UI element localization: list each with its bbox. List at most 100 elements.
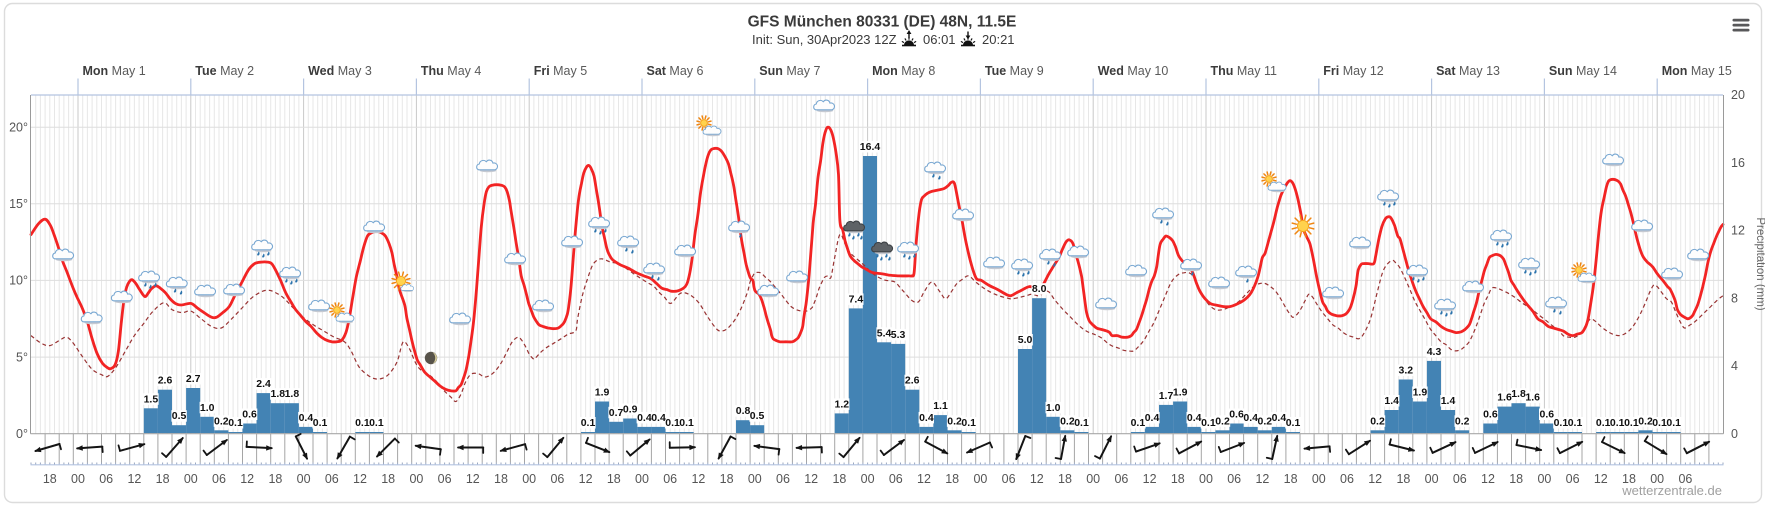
- svg-text:06:01: 06:01: [923, 32, 956, 47]
- svg-text:0.1: 0.1: [1131, 417, 1146, 429]
- svg-text:8.0: 8.0: [1032, 283, 1047, 295]
- svg-text:06: 06: [1114, 472, 1128, 486]
- svg-text:06: 06: [776, 472, 790, 486]
- svg-text:18: 18: [494, 472, 508, 486]
- svg-text:0.1: 0.1: [1624, 417, 1639, 429]
- svg-text:18: 18: [156, 472, 170, 486]
- svg-text:0°: 0°: [16, 427, 28, 441]
- svg-text:1.4: 1.4: [1441, 395, 1456, 407]
- svg-text:Fri May 12: Fri May 12: [1323, 64, 1383, 78]
- svg-text:0.4: 0.4: [1272, 412, 1287, 424]
- svg-text:18: 18: [607, 472, 621, 486]
- svg-text:0.2: 0.2: [1215, 415, 1230, 427]
- svg-text:Sun May 7: Sun May 7: [759, 64, 820, 78]
- svg-text:00: 00: [409, 472, 423, 486]
- svg-text:00: 00: [71, 472, 85, 486]
- svg-text:18: 18: [1284, 472, 1298, 486]
- svg-text:12: 12: [1255, 472, 1269, 486]
- svg-text:5.3: 5.3: [891, 329, 906, 341]
- svg-text:00: 00: [1086, 472, 1100, 486]
- svg-text:0.7: 0.7: [609, 407, 624, 419]
- svg-text:Sun May 14: Sun May 14: [1549, 64, 1617, 78]
- svg-text:1.6: 1.6: [1497, 392, 1512, 404]
- svg-text:5.4: 5.4: [877, 327, 892, 339]
- svg-text:1.0: 1.0: [200, 402, 215, 414]
- svg-text:0.8: 0.8: [736, 405, 751, 417]
- svg-text:0.4: 0.4: [651, 412, 666, 424]
- svg-text:0.6: 0.6: [242, 409, 257, 421]
- svg-text:Fri May 5: Fri May 5: [534, 64, 588, 78]
- svg-text:0.6: 0.6: [1229, 409, 1244, 421]
- svg-text:0.1: 0.1: [1554, 417, 1569, 429]
- svg-text:0.4: 0.4: [637, 412, 652, 424]
- svg-text:18: 18: [1171, 472, 1185, 486]
- svg-text:06: 06: [550, 472, 564, 486]
- svg-text:0.5: 0.5: [750, 410, 765, 422]
- svg-text:15°: 15°: [9, 197, 28, 211]
- svg-text:12: 12: [1368, 472, 1382, 486]
- svg-text:0.6: 0.6: [1483, 409, 1498, 421]
- svg-text:06: 06: [1340, 472, 1354, 486]
- svg-text:7.4: 7.4: [849, 293, 864, 305]
- svg-text:1.0: 1.0: [1046, 402, 1061, 414]
- svg-text:00: 00: [861, 472, 875, 486]
- svg-text:0.1: 0.1: [1596, 417, 1611, 429]
- svg-text:5°: 5°: [16, 350, 28, 364]
- svg-text:0.1: 0.1: [1074, 417, 1089, 429]
- svg-text:Mon May 1: Mon May 1: [83, 64, 146, 78]
- svg-text:0.1: 0.1: [369, 417, 384, 429]
- svg-text:1.8: 1.8: [270, 388, 285, 400]
- svg-text:0.4: 0.4: [299, 412, 314, 424]
- svg-text:12: 12: [1594, 472, 1608, 486]
- svg-text:06: 06: [325, 472, 339, 486]
- svg-text:0.2: 0.2: [1060, 415, 1075, 427]
- svg-text:1.8: 1.8: [285, 388, 300, 400]
- svg-text:00: 00: [1312, 472, 1326, 486]
- svg-text:0.1: 0.1: [228, 417, 243, 429]
- svg-text:Mon May 8: Mon May 8: [872, 64, 935, 78]
- svg-text:2.4: 2.4: [256, 378, 271, 390]
- svg-text:0.1: 0.1: [961, 417, 976, 429]
- svg-text:0.2: 0.2: [1455, 415, 1470, 427]
- svg-text:12: 12: [1731, 224, 1745, 238]
- svg-text:4.3: 4.3: [1427, 346, 1442, 358]
- svg-text:00: 00: [635, 472, 649, 486]
- svg-text:18: 18: [832, 472, 846, 486]
- svg-text:06: 06: [1453, 472, 1467, 486]
- svg-text:Init: Sun, 30Apr2023 12Z: Init: Sun, 30Apr2023 12Z: [752, 32, 897, 47]
- svg-text:1.4: 1.4: [1384, 395, 1399, 407]
- svg-text:Wed May 10: Wed May 10: [1098, 64, 1169, 78]
- svg-text:0.2: 0.2: [1257, 415, 1272, 427]
- svg-text:0.2: 0.2: [1370, 415, 1385, 427]
- svg-text:0.1: 0.1: [355, 417, 370, 429]
- svg-text:Thu May 11: Thu May 11: [1211, 64, 1278, 78]
- svg-text:0.9: 0.9: [623, 404, 638, 416]
- svg-text:16.4: 16.4: [860, 141, 881, 153]
- svg-text:2.6: 2.6: [158, 375, 173, 387]
- svg-text:12: 12: [240, 472, 254, 486]
- svg-text:Tue May 2: Tue May 2: [195, 64, 254, 78]
- svg-text:0.1: 0.1: [1286, 417, 1301, 429]
- svg-text:Tue May 9: Tue May 9: [985, 64, 1044, 78]
- svg-text:18: 18: [43, 472, 57, 486]
- svg-text:0.1: 0.1: [679, 417, 694, 429]
- svg-text:0.4: 0.4: [1243, 412, 1258, 424]
- svg-text:1.9: 1.9: [1413, 387, 1428, 399]
- svg-text:20°: 20°: [9, 120, 28, 134]
- svg-text:12: 12: [353, 472, 367, 486]
- svg-text:12: 12: [1143, 472, 1157, 486]
- svg-text:06: 06: [99, 472, 113, 486]
- svg-text:00: 00: [297, 472, 311, 486]
- svg-text:1.5: 1.5: [144, 393, 159, 405]
- svg-text:0.1: 0.1: [1201, 417, 1216, 429]
- svg-text:0.5: 0.5: [172, 410, 187, 422]
- svg-text:06: 06: [212, 472, 226, 486]
- svg-text:06: 06: [663, 472, 677, 486]
- svg-text:12: 12: [1481, 472, 1495, 486]
- svg-text:00: 00: [973, 472, 987, 486]
- svg-text:18: 18: [381, 472, 395, 486]
- svg-text:06: 06: [1227, 472, 1241, 486]
- svg-text:3.2: 3.2: [1398, 365, 1413, 377]
- svg-text:00: 00: [1199, 472, 1213, 486]
- svg-text:12: 12: [691, 472, 705, 486]
